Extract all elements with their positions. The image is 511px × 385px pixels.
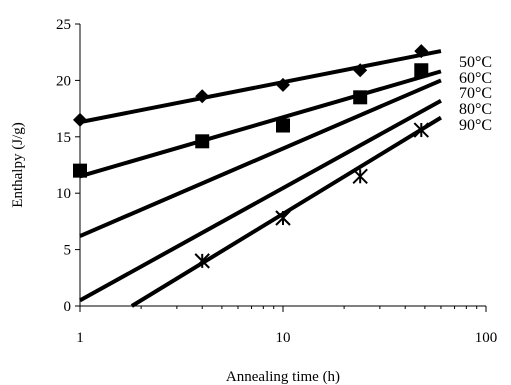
x-tick-label: 10 — [276, 330, 291, 346]
data-point-star — [275, 210, 291, 226]
x-tick-label: 1 — [76, 330, 84, 346]
data-point-square — [73, 163, 87, 178]
x-tick-label: 100 — [475, 330, 498, 346]
data-point-square — [414, 63, 429, 78]
trendline — [79, 49, 442, 125]
trendlines — [79, 49, 443, 308]
data-point-star — [194, 253, 210, 269]
x-axis-title: Annealing time (h) — [226, 369, 340, 385]
y-tick-label: 10 — [56, 186, 71, 202]
y-tick-label: 20 — [56, 73, 71, 89]
y-tick-label: 0 — [64, 299, 72, 315]
series-label: 80°C — [459, 101, 492, 118]
trendline — [79, 69, 442, 179]
data-point-star — [352, 168, 368, 184]
data-point-square — [195, 134, 210, 149]
trendline — [79, 78, 442, 238]
data-point-diamond — [353, 63, 368, 78]
trendline — [79, 98, 442, 303]
trendline — [130, 115, 443, 308]
y-tick-label: 25 — [56, 17, 71, 33]
y-axis-title: Enthalpy (J/g) — [10, 122, 26, 207]
data-point-diamond — [73, 112, 87, 127]
data-point-diamond — [276, 77, 290, 92]
data-point-diamond — [195, 89, 210, 104]
series-label: 90°C — [459, 117, 492, 134]
data-point-star — [413, 122, 429, 138]
x-ticks: 1 10 100 — [76, 306, 497, 346]
y-tick-label: 5 — [64, 243, 72, 259]
data-point-diamond — [414, 44, 429, 59]
data-point-square — [353, 90, 368, 105]
series-label: 70°C — [459, 85, 492, 102]
series-label: 60°C — [459, 70, 492, 87]
markers — [73, 44, 429, 269]
y-tick-label: 15 — [56, 130, 71, 146]
series-label: 50°C — [459, 54, 492, 71]
y-ticks: 0 5 10 15 20 25 — [56, 17, 80, 315]
data-point-square — [276, 118, 290, 133]
series-labels: 50°C60°C70°C80°C90°C — [459, 54, 492, 134]
